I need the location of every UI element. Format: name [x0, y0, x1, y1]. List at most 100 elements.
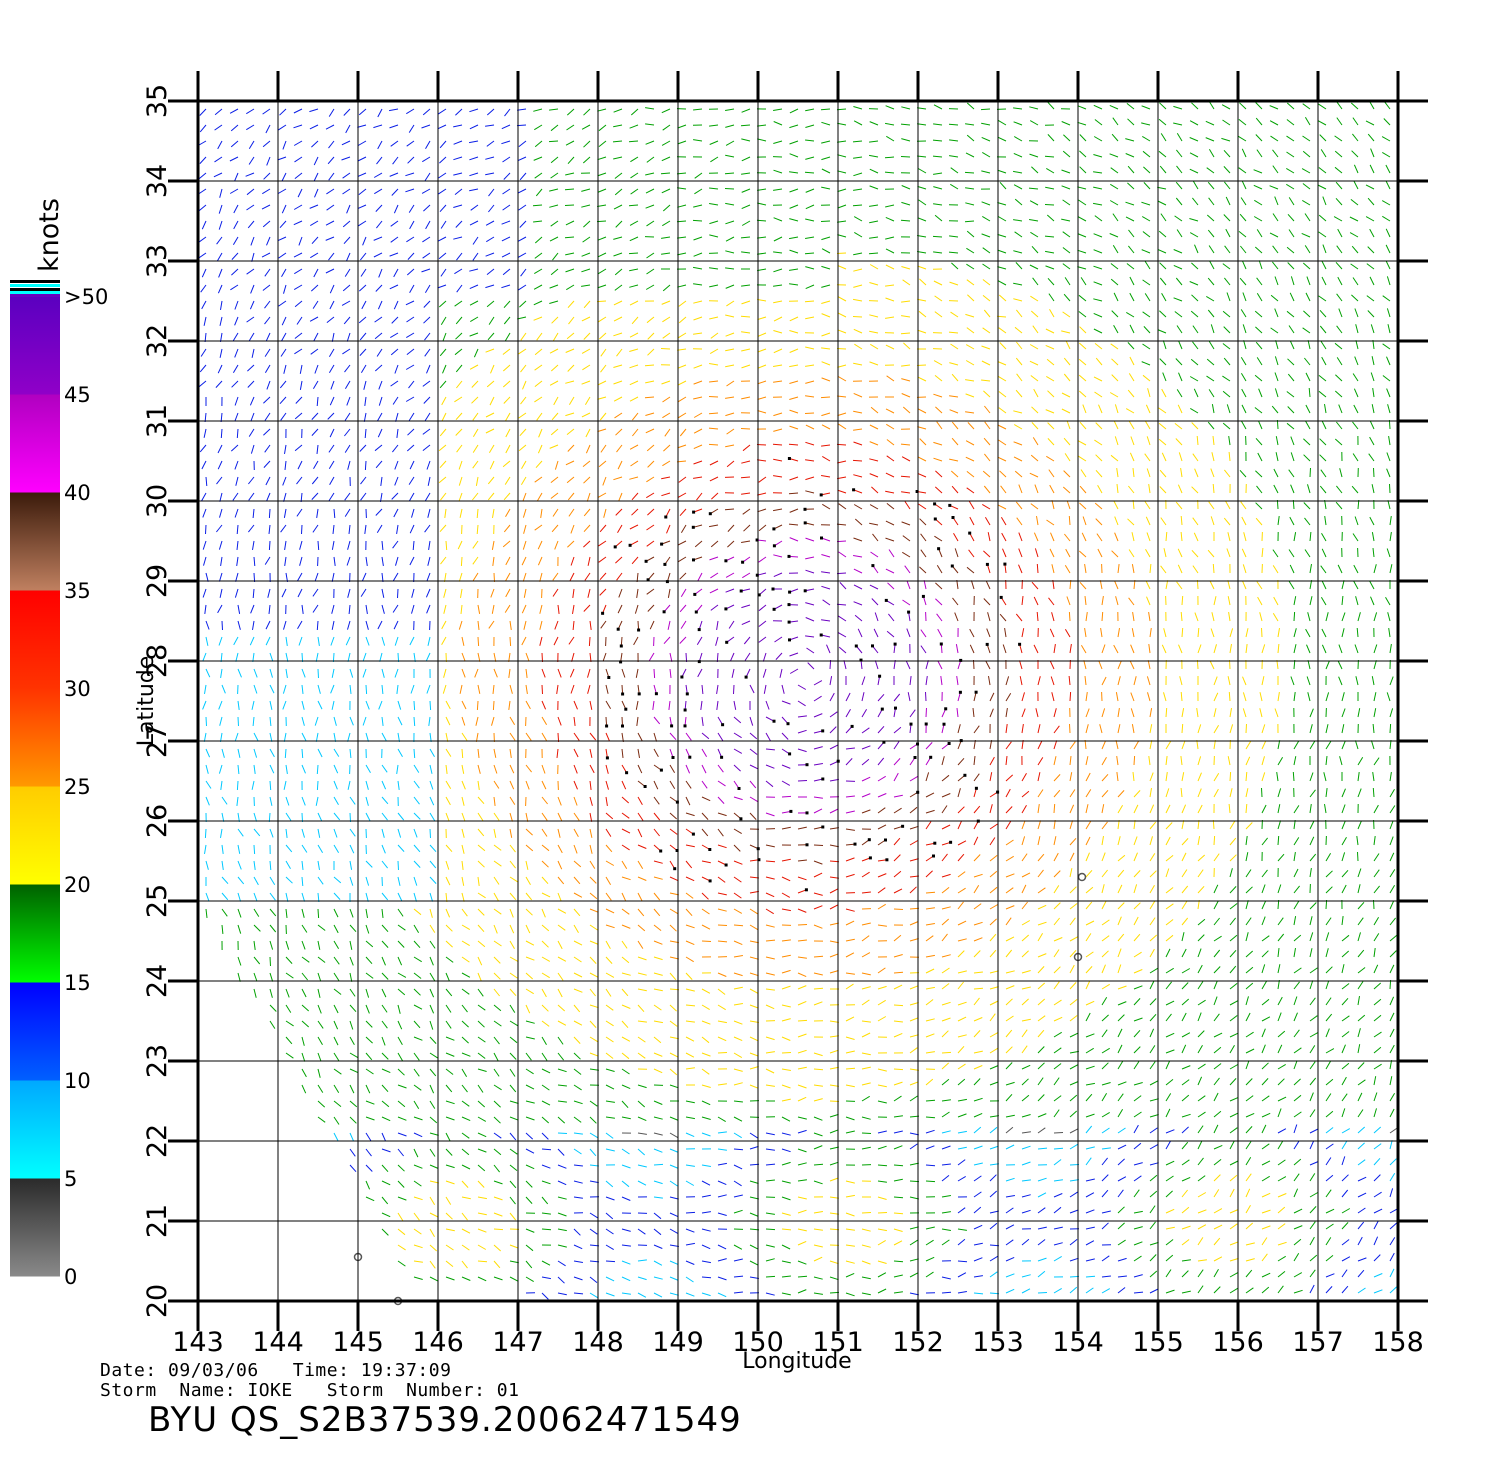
wind-vector: [1146, 436, 1151, 446]
wind-vector: [680, 620, 687, 629]
wind-vector: [1341, 1031, 1350, 1038]
wind-vector: [1133, 870, 1141, 878]
wind-vector: [1069, 1128, 1079, 1134]
wind-vector: [1035, 708, 1039, 718]
wind-vector: [725, 396, 735, 399]
wind-vector: [487, 476, 495, 485]
wind-vector: [1197, 1044, 1203, 1054]
wind-vector: [397, 892, 403, 902]
wind-vector: [1325, 788, 1328, 798]
wind-vector: [509, 636, 512, 647]
wind-vector: [1373, 964, 1379, 974]
wind-vector: [925, 1099, 936, 1102]
wind-vector: [557, 940, 563, 950]
wind-vector: [1277, 853, 1285, 862]
wind-vector: [1290, 676, 1295, 686]
wind-vector: [709, 460, 719, 466]
wind-vector: [426, 604, 431, 614]
wind-vector: [616, 572, 623, 581]
wind-vector: [1389, 1286, 1397, 1294]
wind-vector: [758, 604, 767, 612]
wind-vector: [733, 1068, 743, 1072]
wind-vector: [1117, 916, 1122, 926]
wind-vector: [1261, 1192, 1271, 1198]
wind-vector: [1181, 1141, 1189, 1150]
wind-vector: [573, 988, 583, 993]
wind-vector: [685, 940, 695, 946]
wind-vector: [605, 876, 612, 885]
wind-vector: [234, 300, 239, 310]
wind-vector: [1341, 884, 1347, 894]
wind-vector: [805, 266, 815, 270]
wind-vector: [573, 1180, 583, 1184]
rain-flag-marker: [821, 729, 825, 733]
wind-vector: [701, 684, 704, 695]
wind-vector: [789, 283, 799, 286]
wind-vector: [1165, 887, 1174, 894]
wind-vector: [685, 988, 695, 992]
wind-vector: [301, 716, 305, 726]
wind-vector: [1373, 917, 1380, 926]
wind-vector: [476, 508, 479, 519]
wind-vector: [1175, 501, 1183, 510]
wind-vector: [637, 844, 647, 849]
wind-vector: [1085, 1226, 1095, 1230]
wind-vector: [1293, 916, 1297, 926]
rain-flag-marker: [675, 849, 679, 852]
wind-vector: [505, 444, 511, 454]
wind-vector: [1245, 741, 1252, 750]
wind-vector: [1101, 756, 1107, 766]
wind-vector: [424, 284, 431, 293]
wind-vector: [237, 908, 242, 918]
wind-vector: [709, 267, 719, 270]
wind-vector: [765, 748, 775, 751]
wind-vector: [1029, 360, 1039, 366]
wind-vector: [1029, 264, 1039, 270]
wind-vector: [1241, 516, 1247, 526]
wind-vector: [1257, 596, 1263, 606]
wind-vector: [1228, 691, 1231, 702]
wind-vector: [441, 620, 447, 630]
wind-vector: [534, 236, 543, 244]
wind-vector: [219, 508, 223, 518]
wind-vector: [1277, 1285, 1284, 1294]
wind-vector: [1163, 692, 1167, 702]
wind-vector: [493, 828, 497, 838]
wind-vector: [861, 1116, 871, 1120]
wind-vector: [557, 844, 563, 854]
wind-vector: [1145, 404, 1151, 414]
wind-vector: [893, 758, 901, 766]
wind-vector: [1229, 1209, 1239, 1214]
wind-vector: [1210, 468, 1215, 478]
wind-vector: [845, 758, 853, 766]
wind-vector: [381, 780, 387, 790]
wind-vector: [1208, 501, 1215, 510]
wind-vector: [1309, 1061, 1316, 1070]
wind-vector: [1053, 1179, 1063, 1182]
wind-vector: [1357, 967, 1366, 974]
wind-vector: [981, 233, 991, 238]
wind-vector: [1165, 1208, 1175, 1214]
wind-vector: [589, 748, 593, 758]
wind-vector: [693, 460, 703, 465]
wind-vector: [1181, 869, 1188, 878]
wind-vector: [218, 540, 223, 550]
wind-vector: [328, 492, 335, 501]
wind-vector: [205, 796, 210, 806]
wind-vector: [1293, 1012, 1298, 1022]
wind-vector: [1061, 408, 1071, 414]
wind-vector: [375, 460, 383, 469]
wind-vector: [653, 1260, 663, 1266]
wind-vector: [1181, 1012, 1187, 1022]
rain-flag-marker: [933, 517, 937, 521]
wind-vector: [804, 300, 815, 303]
wind-vector: [845, 810, 855, 814]
wind-vector: [268, 604, 271, 614]
wind-vector: [989, 1271, 998, 1278]
wind-vector: [616, 348, 623, 357]
wind-vector: [217, 460, 223, 470]
wind-vector: [758, 636, 767, 643]
wind-vector: [1033, 388, 1039, 398]
wind-vector: [589, 1180, 599, 1184]
wind-vector: [1181, 1225, 1191, 1230]
